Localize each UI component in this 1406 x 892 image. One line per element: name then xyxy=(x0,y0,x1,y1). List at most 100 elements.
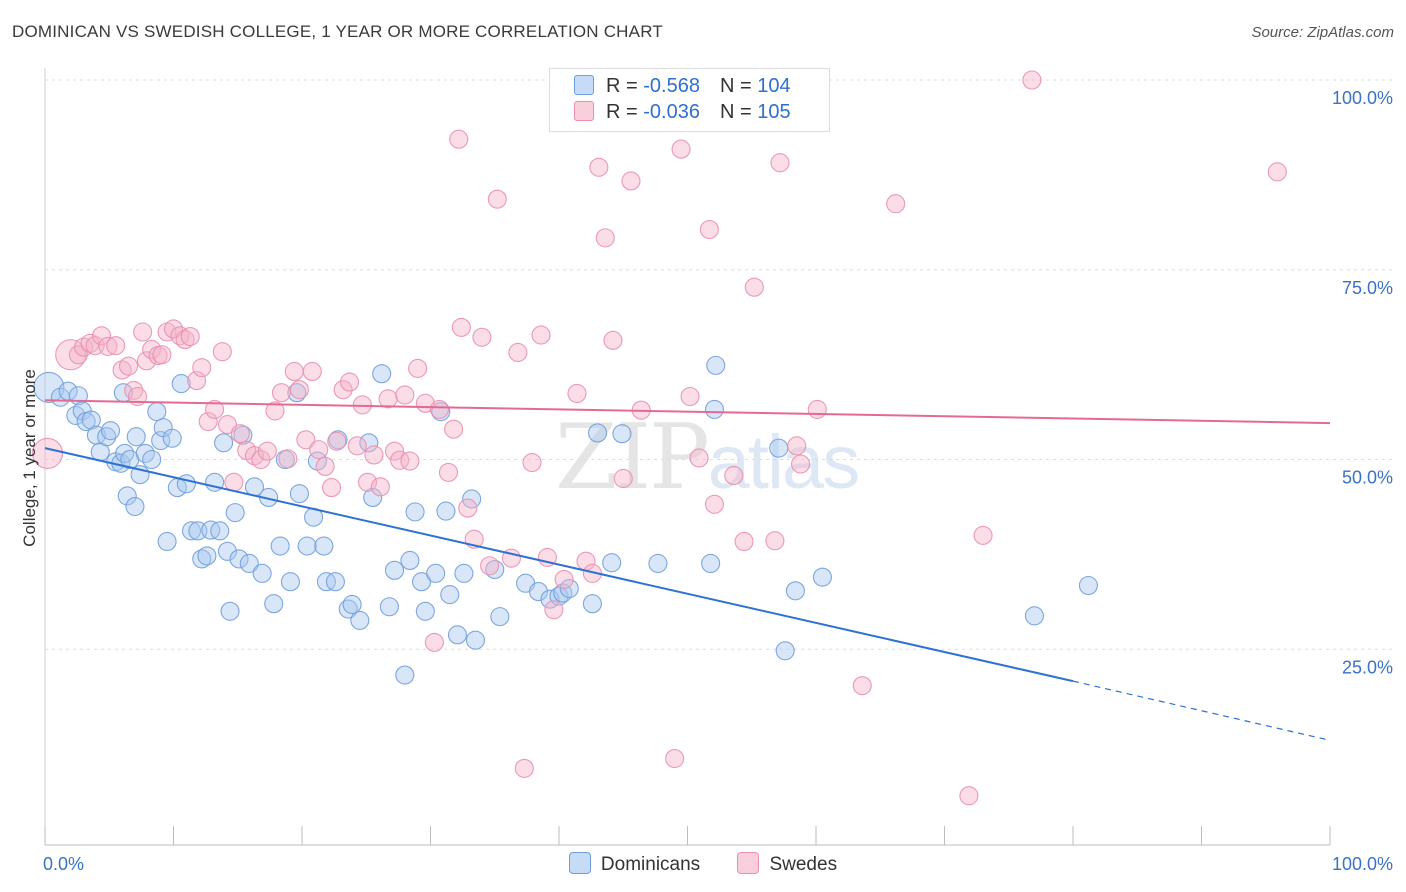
dominican-point xyxy=(1078,575,1098,596)
dominican-point xyxy=(214,433,234,453)
dominican-point xyxy=(252,563,272,583)
legend-row-swedes: R = -0.036 N = 105 xyxy=(574,101,791,127)
swede-point xyxy=(91,326,112,346)
y-tick-label: 25.0% xyxy=(1342,657,1393,677)
dominican-trend-extension xyxy=(1072,680,1331,741)
dominican-point xyxy=(280,572,300,592)
swede-point xyxy=(472,327,492,347)
swede-point xyxy=(724,465,744,485)
swede-point xyxy=(807,399,827,419)
dominican-point xyxy=(264,594,284,614)
dominican-point xyxy=(405,502,425,522)
dominican-point xyxy=(100,421,121,441)
legend-r-label: R = xyxy=(606,101,644,123)
legend-swatch-dominicans xyxy=(574,75,594,95)
swede-point xyxy=(395,385,415,405)
swede-point xyxy=(133,322,153,342)
y-axis-label: College, 1 year or more xyxy=(20,369,39,547)
swede-point xyxy=(284,361,304,382)
legend-item-dominicans[interactable]: Dominicans xyxy=(568,852,701,876)
dominican-point xyxy=(1024,606,1044,626)
swede-point xyxy=(333,380,353,400)
swede-point xyxy=(567,383,587,404)
swede-point xyxy=(400,451,420,471)
swede-point xyxy=(175,330,195,350)
dominican-point xyxy=(181,521,202,541)
x-tick-label: 0.0% xyxy=(43,854,84,874)
dominican-point xyxy=(587,423,608,443)
swede-point xyxy=(451,317,471,337)
data-points xyxy=(32,70,1287,806)
legend-n-value: 104 xyxy=(757,75,791,97)
legend-r-value: -0.036 xyxy=(643,101,700,123)
dominican-point xyxy=(350,610,370,630)
swede-point xyxy=(408,358,428,378)
legend-label-dominicans: Dominicans xyxy=(600,854,701,875)
swede-point xyxy=(438,462,459,482)
swede-point xyxy=(257,441,277,461)
legend-row-dominicans: R = -0.568 N = 104 xyxy=(574,75,791,101)
dominican-point xyxy=(485,560,505,580)
swede-point xyxy=(424,632,444,652)
swede-point xyxy=(770,153,790,173)
swede-point xyxy=(671,139,691,159)
legend-swatch-swedes xyxy=(737,852,760,874)
dominican-point xyxy=(217,541,238,561)
source-label: Source: ZipAtlas.com xyxy=(1251,24,1394,41)
swede-point xyxy=(192,358,212,378)
swede-point xyxy=(339,372,360,392)
swede-point xyxy=(384,441,405,461)
swede-point xyxy=(370,477,390,497)
dominican-point xyxy=(270,536,290,556)
dominican-point xyxy=(229,549,249,569)
swede-point xyxy=(364,445,384,465)
swede-point xyxy=(32,437,64,469)
swede-point xyxy=(765,531,785,551)
dominican-point xyxy=(359,433,379,453)
dominican-point xyxy=(81,410,101,430)
dominican-point xyxy=(415,601,435,621)
dominican-point xyxy=(126,427,146,447)
swede-point xyxy=(973,525,993,545)
legend-n-value: 105 xyxy=(757,101,791,123)
swede-point xyxy=(589,157,609,177)
swede-trend-line xyxy=(44,399,1331,425)
swede-point xyxy=(212,342,232,362)
legend-r-value: -0.568 xyxy=(643,75,700,97)
dominican-point xyxy=(490,607,510,627)
swede-point xyxy=(480,556,500,576)
swede-point xyxy=(118,356,139,376)
swede-point xyxy=(699,219,719,240)
axes xyxy=(44,68,1331,846)
y-tick-label: 50.0% xyxy=(1342,468,1393,488)
dominican-point xyxy=(465,630,486,650)
dominican-point xyxy=(372,364,392,384)
swede-point xyxy=(665,748,685,769)
swede-point xyxy=(449,129,469,149)
swede-point xyxy=(613,468,633,489)
dominican-point xyxy=(197,546,217,566)
swede-point xyxy=(689,448,709,468)
dominican-point xyxy=(395,665,415,685)
dominican-point xyxy=(115,443,135,463)
dominican-point xyxy=(648,553,668,574)
dominican-point xyxy=(812,567,832,587)
y-tick-label: 75.0% xyxy=(1342,278,1393,298)
series-legend: Dominicans Swedes xyxy=(0,852,1406,876)
dominican-point xyxy=(411,572,432,592)
swede-point xyxy=(734,531,754,552)
trend-lines xyxy=(44,399,1331,741)
swede-point xyxy=(852,676,872,696)
dominican-point xyxy=(176,474,196,494)
dominican-point xyxy=(582,594,602,614)
legend-r-label: R = xyxy=(606,75,644,97)
dominican-point xyxy=(157,531,177,552)
dominican-point xyxy=(704,399,725,419)
swede-point xyxy=(347,436,367,456)
swede-point xyxy=(531,325,551,345)
swede-point xyxy=(289,380,309,400)
legend-item-swedes[interactable]: Swedes xyxy=(737,852,837,876)
dominican-point xyxy=(125,497,145,517)
swede-point xyxy=(180,326,200,347)
swede-point xyxy=(106,336,126,356)
